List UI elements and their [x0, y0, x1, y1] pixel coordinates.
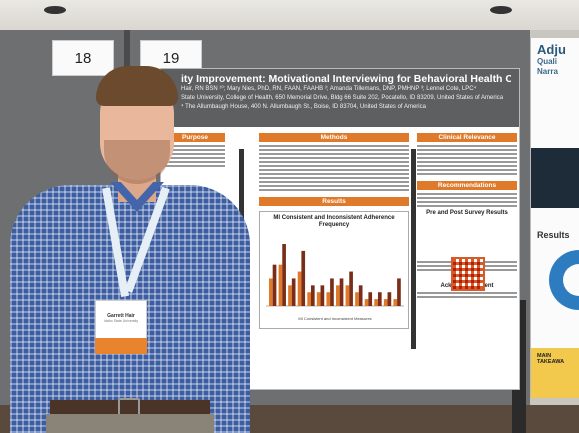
hair [96, 66, 178, 106]
adjacent-poster-takeaway: MAIN TAKEAWA [537, 353, 565, 365]
chart-bar [336, 285, 340, 306]
body-text [417, 145, 517, 175]
chart-bar [310, 285, 315, 306]
badge-name: Garrett Hair [107, 313, 135, 319]
chart-bar [330, 278, 334, 306]
adjacent-poster-title: Adju [537, 42, 566, 57]
chart-bar [355, 292, 359, 306]
adjacent-poster-takeaway-box [531, 348, 579, 398]
chart-bar [272, 264, 277, 306]
poster-header: ity Improvement: Motivational Interviewi… [161, 69, 519, 127]
poster-affiliation: ⁴ The Allumbaugh House, 400 N. Allumbaug… [181, 104, 426, 110]
chart-bar [339, 278, 344, 306]
chart-bar [297, 271, 302, 306]
chart-bar [291, 278, 296, 306]
adjacent-poster: Adju Quali Narra Results MAIN TAKEAWA [530, 38, 579, 398]
chart-bar [364, 299, 369, 306]
chart-bar [307, 292, 311, 306]
pants [46, 414, 214, 433]
chart-bar [282, 244, 286, 306]
adjacent-poster-subtitle: Quali Narra [537, 57, 558, 76]
body-text [259, 145, 409, 191]
section-heading-survey: Pre and Post Survey Results [426, 210, 508, 216]
ceiling-light [490, 6, 512, 14]
chart-bar [316, 292, 321, 306]
poster-title: ity Improvement: Motivational Interviewi… [181, 73, 511, 85]
chart-bar [326, 292, 331, 306]
chart-bar [374, 299, 378, 306]
results-chart: MI Consistent and Inconsistent Adherence… [259, 211, 409, 329]
chart-bar [377, 292, 382, 306]
chart-bar [397, 278, 401, 306]
chart-bar [345, 285, 350, 306]
section-heading-recommendations: Recommendations [417, 181, 517, 190]
chart-bar [393, 299, 398, 306]
chart-bar [320, 285, 325, 306]
poster-left-column: Purpose [165, 133, 225, 385]
poster-authors: Hair, RN BSN ¹⁰; Mary Nies, PhD, RN, FAA… [181, 86, 477, 92]
body-text [417, 193, 517, 207]
poster-middle-column: Methods Results [259, 133, 409, 385]
badge-org: Idaho State University [103, 319, 139, 323]
chart-bar [349, 271, 353, 306]
chart-bar [288, 285, 292, 306]
adjacent-poster-panel [531, 148, 579, 208]
section-heading-results: Results [259, 197, 409, 206]
section-heading-methods: Methods [259, 133, 409, 142]
adjacent-poster-donut [549, 250, 579, 310]
badge-ribbon [95, 338, 147, 354]
body-text [165, 145, 225, 167]
body-text [417, 292, 517, 298]
booth-number-card: 18 [52, 40, 114, 76]
chart-bar [278, 264, 283, 306]
chart-title: MI Consistent and Inconsistent Adherence… [273, 215, 395, 228]
chart-bar [368, 292, 373, 306]
presenter: Garrett Hair Idaho State University [0, 60, 260, 433]
chart-x-label: MI Consistent and Inconsistent Measures [298, 316, 372, 321]
bar-chart [266, 244, 404, 307]
chart-bar [387, 292, 392, 306]
chart-bar [301, 250, 306, 306]
section-heading-clinical-relevance: Clinical Relevance [417, 133, 517, 142]
belt [50, 400, 210, 414]
poster-affiliation: State University, College of Health, 650… [181, 95, 504, 101]
qr-code [451, 257, 485, 291]
chart-bar [358, 285, 363, 306]
ceiling-light [44, 6, 66, 14]
adjacent-poster-results: Results [537, 230, 570, 240]
column-divider [411, 149, 416, 349]
section-heading-purpose: Purpose [165, 133, 225, 142]
chart-bar [269, 278, 273, 306]
chart-bar [383, 299, 388, 306]
beard [104, 140, 170, 184]
